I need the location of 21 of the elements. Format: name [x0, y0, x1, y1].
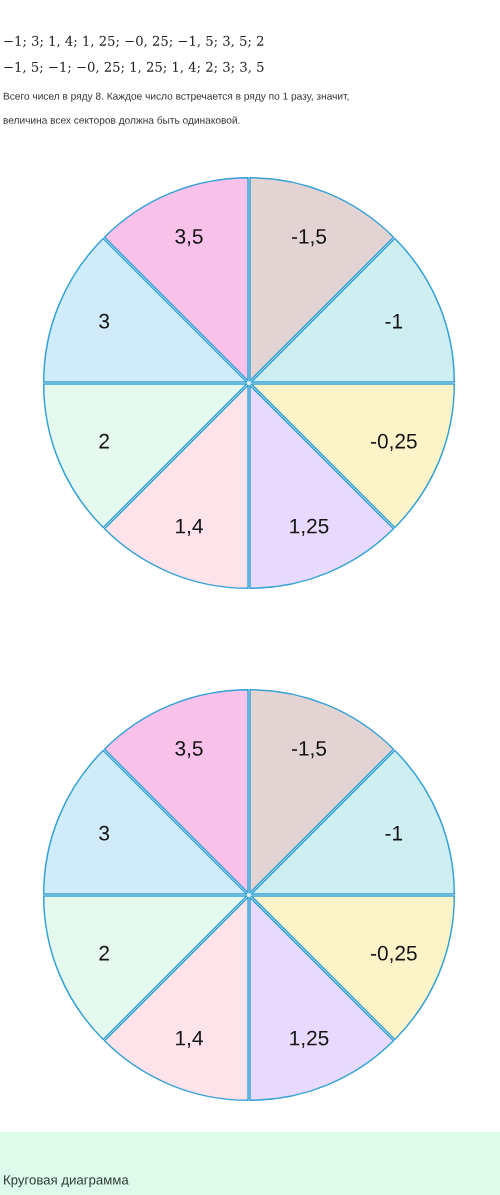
slice-label: 2	[99, 433, 109, 449]
slice-label: 3,5	[175, 229, 203, 247]
text: −1, 5; −1; −0, 25; 1, 25; 1, 4; 2; 3; 3, 5	[4, 61, 264, 74]
slice-label: -1	[385, 314, 403, 329]
slice-label: 1,4	[176, 1030, 203, 1048]
slice-label: -0,25	[371, 945, 417, 964]
slice-label: 1,4	[176, 518, 203, 536]
slice-label: -1	[385, 826, 403, 841]
slice-label: 1,25	[290, 1030, 329, 1048]
slice-label: 3,5	[175, 741, 203, 759]
slice-label: 2	[99, 945, 109, 961]
slice-label: 1,25	[290, 518, 329, 536]
text: величина всех секторов должна быть одинаковой.	[3, 116, 240, 126]
text: −1; 3; 1, 4; 1, 25; −0, 25; −1, 5; 3, 5; 2	[4, 35, 264, 48]
slice-label: 3	[99, 825, 110, 841]
slice-label: 3	[99, 313, 110, 329]
slice-label: -1,5	[291, 741, 327, 759]
slice-label: -0,25	[371, 433, 417, 452]
text: Всего чисел в ряду 8. Каждое число встречается в ряду по 1 разу, значит,	[3, 92, 349, 102]
slice-label: -1,5	[291, 229, 327, 247]
text: Круговая диаграмма	[4, 1175, 129, 1188]
